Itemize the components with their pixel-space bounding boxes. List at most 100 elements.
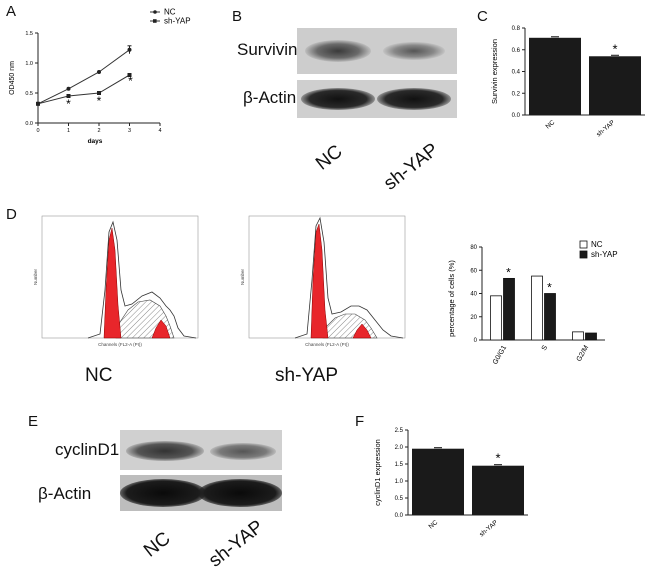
blot-e-actin-strip xyxy=(120,475,282,511)
histogram-outline xyxy=(87,220,197,339)
y-tick-label: 1.0 xyxy=(395,479,404,485)
chart-c-survivin: 0.0 0.2 0.4 0.6 0.8 Survivin expression NC * sh-… xyxy=(490,26,645,138)
y-tick-label: 80 xyxy=(470,245,477,251)
significance-asterisk: * xyxy=(97,94,102,108)
significance-asterisk: * xyxy=(506,265,511,279)
x-tick-label: NC xyxy=(545,119,557,131)
y-tick-label: 0.6 xyxy=(512,48,521,54)
blot-b-row-label-actin: β-Actin xyxy=(243,88,297,107)
bar-S-sh-YAP xyxy=(544,293,556,341)
data-point xyxy=(36,101,40,106)
legend-marker xyxy=(153,10,157,14)
histogram-label-nc: NC xyxy=(85,365,113,386)
blot-b-survivin-strip xyxy=(297,28,457,74)
panel-label-e: E xyxy=(28,413,39,430)
y-tick-label: 0.4 xyxy=(512,70,521,76)
x-tick-label: sh-YAP xyxy=(478,519,499,538)
x-tick-label: 4 xyxy=(158,128,161,134)
blot-e-row-label-actin: β-Actin xyxy=(38,484,92,503)
histogram-nc: Channels (FL2-A (PI)) Number xyxy=(33,215,199,347)
x-tick-label: G2/M xyxy=(576,344,591,362)
histogram-shyap: Channels (FL2-A (PI)) Number xyxy=(240,215,406,347)
significance-asterisk: * xyxy=(495,451,500,466)
x-tick-label: 3 xyxy=(128,128,131,134)
x-axis-label: days xyxy=(88,138,103,145)
x-tick-label: sh-YAP xyxy=(595,119,616,138)
histogram-x-label: Channels (FL2-A (PI)) xyxy=(305,342,349,347)
bar-G0/G1-sh-YAP xyxy=(503,277,515,341)
x-tick-label: 2 xyxy=(97,128,100,134)
bar-sh-YAP xyxy=(589,56,641,115)
band xyxy=(301,88,375,110)
bar-sh-YAP xyxy=(472,465,524,515)
y-tick-label: 0.0 xyxy=(25,121,33,127)
data-point xyxy=(66,94,71,98)
y-tick-label: 1.5 xyxy=(395,462,404,468)
histogram-g1-peak xyxy=(103,227,122,339)
panel-label-a: A xyxy=(6,3,17,20)
bar-G0/G1-NC xyxy=(490,295,502,341)
y-tick-label: 1.5 xyxy=(25,31,33,37)
band xyxy=(305,40,371,62)
bar-NC xyxy=(529,37,581,115)
y-tick-label: 0.5 xyxy=(395,496,404,502)
y-axis-label: Survivin expression xyxy=(490,39,499,104)
y-tick-label: 0 xyxy=(474,338,478,344)
x-tick-label: S xyxy=(541,344,550,352)
y-tick-label: 0.8 xyxy=(512,26,521,32)
significance-asterisk: * xyxy=(66,97,71,111)
y-axis-label: OD450 nm xyxy=(9,61,16,95)
y-axis-label: cyclinD1 expression xyxy=(373,439,382,506)
chart-f-cyclind1: 0.0 0.5 1.0 1.5 2.0 2.5 cyclinD1 expression NC *… xyxy=(373,428,528,538)
y-tick-label: 1.0 xyxy=(25,61,33,67)
y-tick-label: 20 xyxy=(470,315,477,321)
blot-b-lane-label-nc: NC xyxy=(312,141,347,175)
y-tick-label: 0.0 xyxy=(395,513,404,519)
histogram-g2-peak xyxy=(352,323,372,339)
legend-swatch xyxy=(579,240,588,249)
panel-label-d: D xyxy=(6,206,17,223)
legend-label: sh-YAP xyxy=(164,17,191,26)
significance-asterisk: * xyxy=(547,281,552,295)
bar-S-NC xyxy=(531,275,543,341)
histogram-g2-peak xyxy=(151,319,171,339)
histogram-frame xyxy=(248,215,406,339)
x-tick-label: 0 xyxy=(36,128,39,134)
y-tick-label: 2.5 xyxy=(395,428,404,434)
band xyxy=(198,479,282,507)
data-point xyxy=(127,73,132,77)
band xyxy=(383,42,445,60)
blot-e-cyclind1-strip xyxy=(120,430,282,470)
y-tick-label: 0.2 xyxy=(512,91,521,97)
histogram-outline xyxy=(294,216,404,339)
x-tick-label: NC xyxy=(428,519,440,531)
legend-marker xyxy=(153,19,157,23)
panel-label-f: F xyxy=(355,413,365,430)
blot-b-lane-label-shyap: sh-YAP xyxy=(380,139,443,195)
y-tick-label: 0.0 xyxy=(512,113,521,119)
y-tick-label: 40 xyxy=(470,292,477,298)
data-point xyxy=(97,91,101,95)
band xyxy=(120,479,206,507)
band xyxy=(377,88,451,110)
histogram-y-label: Number xyxy=(33,269,38,286)
y-tick-label: 60 xyxy=(470,268,477,274)
histogram-y-label: Number xyxy=(240,269,245,286)
band xyxy=(210,443,276,460)
bar-G2/M-NC xyxy=(572,331,584,341)
y-tick-label: 2.0 xyxy=(395,445,404,451)
histogram-label-shyap: sh-YAP xyxy=(275,365,339,386)
x-tick-label: G0/G1 xyxy=(492,344,508,365)
y-tick-label: 0.5 xyxy=(25,91,33,97)
legend-swatch xyxy=(579,250,588,259)
y-axis-label: percentage of cells (%) xyxy=(447,260,456,337)
legend-label: NC xyxy=(164,8,176,17)
bar-NC xyxy=(412,448,464,515)
significance-asterisk: * xyxy=(612,41,617,56)
blot-e-lane-label-nc: NC xyxy=(140,528,175,562)
blot-b-actin-strip xyxy=(297,80,457,118)
band xyxy=(126,441,204,461)
histogram-x-label: Channels (FL2-A (PI)) xyxy=(98,342,142,347)
blot-b-row-label-survivin: Survivin xyxy=(237,40,298,59)
